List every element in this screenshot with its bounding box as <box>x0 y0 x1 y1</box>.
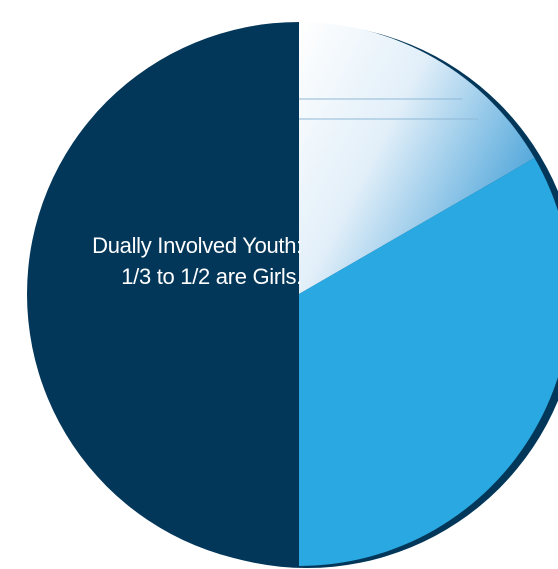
pie-slice-2 <box>299 158 558 566</box>
pie-slice-1 <box>27 22 299 566</box>
pie-slice-3 <box>299 22 535 294</box>
annotation-line-1: Dually Involved Youth: <box>92 233 302 258</box>
pie-annotation: Dually Involved Youth: 1/3 to 1/2 are Gi… <box>92 230 302 292</box>
annotation-line-2: 1/3 to 1/2 are Girls. <box>121 264 302 289</box>
